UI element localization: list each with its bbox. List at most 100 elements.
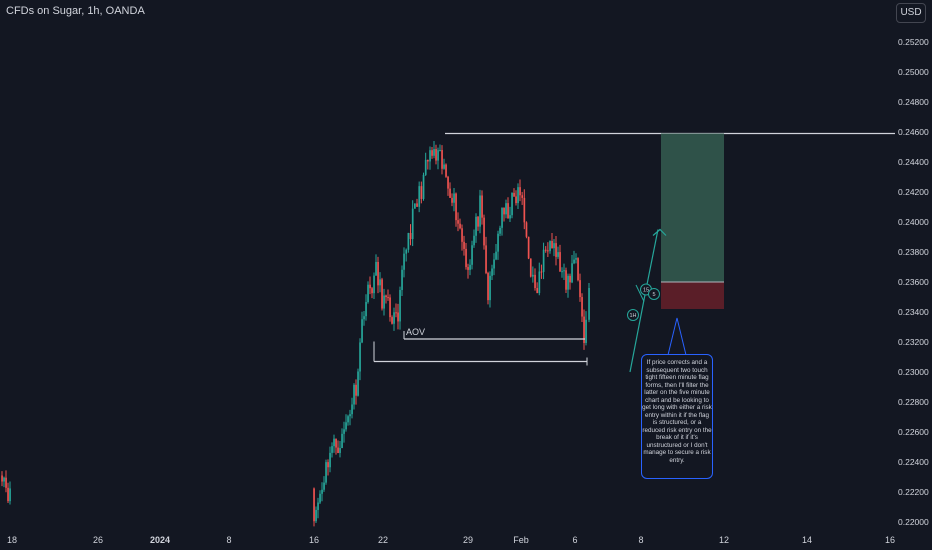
candle-body xyxy=(544,249,547,251)
price-tick-label: 0.24600 xyxy=(898,127,929,137)
trade-plan-note[interactable]: If price corrects and a subsequent two t… xyxy=(641,354,713,479)
candle-body xyxy=(7,487,9,502)
candle-body xyxy=(532,274,534,277)
candle-body xyxy=(373,275,375,294)
candle-body xyxy=(585,319,587,343)
candle-body xyxy=(357,371,359,396)
candle-body xyxy=(465,248,467,268)
symbol-title[interactable]: CFDs on Sugar, 1h, OANDA xyxy=(6,5,145,17)
candle-body xyxy=(431,150,433,156)
candle-body xyxy=(393,312,395,324)
candle-body xyxy=(443,164,445,169)
candle-body xyxy=(403,253,405,270)
candle-body xyxy=(555,243,557,257)
time-tick-label: 26 xyxy=(93,535,103,545)
candle-body xyxy=(515,196,517,204)
candle-body xyxy=(347,416,349,423)
candle-body xyxy=(461,228,463,242)
candle-body xyxy=(315,509,317,522)
candle-body xyxy=(577,258,579,281)
flag-line xyxy=(635,284,645,302)
candle-body xyxy=(583,316,585,343)
candle-body xyxy=(411,208,414,240)
candle-body xyxy=(381,279,383,309)
candle-body xyxy=(420,186,423,199)
candle-body xyxy=(441,150,443,169)
time-tick-label: 29 xyxy=(463,535,473,545)
candle-body xyxy=(553,243,555,249)
candle-body xyxy=(473,235,475,246)
candle-body xyxy=(363,316,365,320)
candle-body xyxy=(383,295,385,309)
price-tick-label: 0.22600 xyxy=(898,427,929,437)
time-tick-label: 2024 xyxy=(150,535,170,545)
candle-body xyxy=(455,193,457,221)
long-position-tool[interactable] xyxy=(661,133,724,310)
candle-body xyxy=(1,475,3,482)
candle-body xyxy=(321,489,323,494)
candle-body xyxy=(397,312,399,322)
candle-body xyxy=(475,216,477,236)
target-zone xyxy=(661,133,724,282)
price-tick-label: 0.23200 xyxy=(898,337,929,347)
candle-body xyxy=(569,275,571,283)
price-tick-label: 0.24800 xyxy=(898,97,929,107)
candle-body xyxy=(323,482,325,490)
price-tick-label: 0.23000 xyxy=(898,367,929,377)
candle-body xyxy=(409,232,412,240)
candle-body xyxy=(375,261,377,276)
candle-body xyxy=(365,302,367,317)
time-tick-label: 16 xyxy=(885,535,895,545)
price-axis[interactable]: 0.25200 0.25000 0.24800 0.24600 0.24400 0.242… xyxy=(898,37,929,527)
candle-body xyxy=(339,448,341,453)
candle-body xyxy=(9,488,11,502)
badge-15: 15 xyxy=(643,288,649,294)
price-tick-label: 0.24400 xyxy=(898,157,929,167)
candle-body xyxy=(509,215,511,219)
candle-body xyxy=(505,203,507,215)
candle-body xyxy=(331,446,333,453)
candle-body xyxy=(447,176,449,189)
candle-body xyxy=(391,317,393,324)
time-tick-label: 14 xyxy=(802,535,812,545)
candle-body xyxy=(575,258,577,260)
candle-body xyxy=(371,288,373,294)
time-tick-label: 6 xyxy=(572,535,577,545)
candle-body xyxy=(521,195,524,198)
candle-body xyxy=(481,195,483,218)
candle-body xyxy=(559,252,561,272)
candle-body xyxy=(422,174,425,199)
candle-body xyxy=(5,477,7,488)
candle-body xyxy=(542,249,545,272)
candle-body xyxy=(501,207,503,228)
candle-body xyxy=(457,220,459,224)
candle-body xyxy=(439,150,441,152)
candle-body xyxy=(525,222,528,237)
candle-body xyxy=(479,195,481,227)
candle-body xyxy=(345,422,347,430)
candle-body xyxy=(379,279,381,286)
time-axis[interactable]: 18 26 2024 8 16 22 29 Feb 6 8 12 14 16 xyxy=(7,535,895,545)
badge-5-ring xyxy=(648,288,660,300)
candle-body xyxy=(567,275,569,290)
candle-body xyxy=(389,297,391,318)
price-tick-label: 0.23600 xyxy=(898,277,929,287)
price-tick-label: 0.24000 xyxy=(898,217,929,227)
badge-1h-ring xyxy=(627,309,639,321)
candle-body xyxy=(471,245,473,265)
candle-body xyxy=(527,236,530,259)
candle-body xyxy=(557,252,559,257)
candle-body xyxy=(588,288,590,320)
candle-body xyxy=(453,193,455,203)
candle-body xyxy=(369,284,371,289)
price-tick-label: 0.25200 xyxy=(898,37,929,47)
candle-body xyxy=(424,159,427,175)
candle-body xyxy=(418,186,421,207)
candle-body xyxy=(361,319,363,343)
candle-body xyxy=(445,164,447,177)
currency-button[interactable]: USD xyxy=(896,3,926,23)
candle-body xyxy=(399,290,401,322)
badge-5: 5 xyxy=(652,292,655,298)
badge-1h: 1H xyxy=(629,313,636,319)
